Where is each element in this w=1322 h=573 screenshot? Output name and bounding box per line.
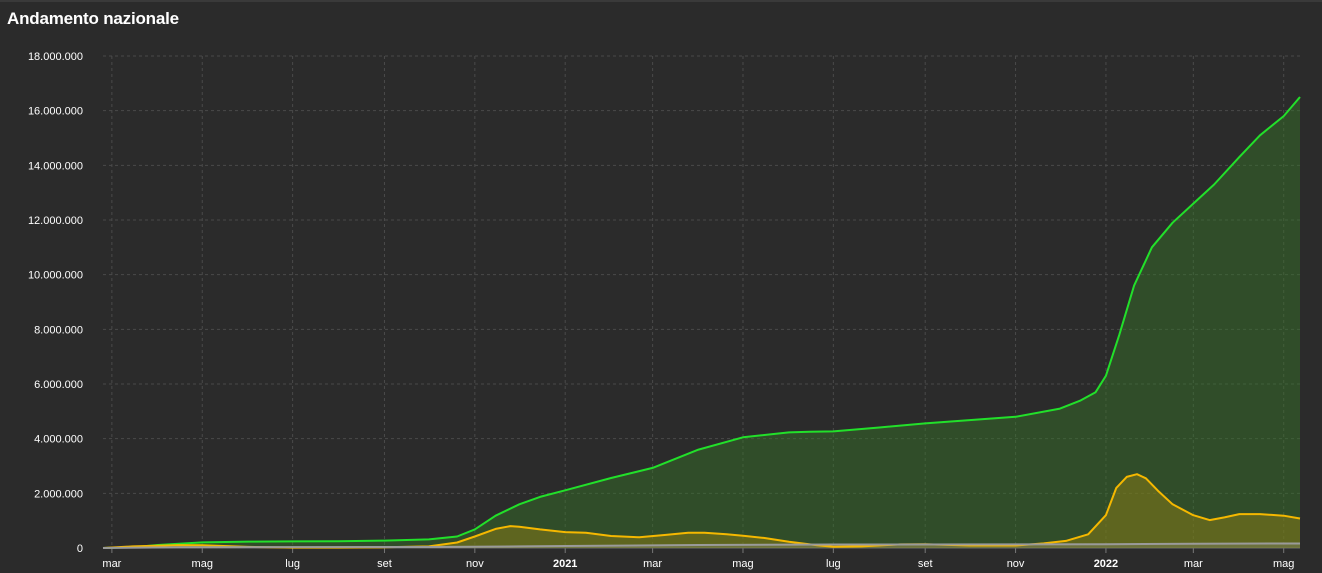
x-tick-label: mag (192, 558, 213, 570)
x-tick-label: lug (285, 558, 300, 570)
x-tick-label: mar (1184, 558, 1203, 570)
series-area-total-cases (103, 97, 1300, 548)
y-tick-label: 2.000.000 (34, 488, 83, 500)
x-tick-label: set (377, 558, 392, 570)
x-tick-label: 2022 (1094, 558, 1118, 570)
x-tick-label: lug (826, 558, 841, 570)
series-line-deaths (102, 542, 1301, 549)
y-tick-label: 0 (77, 543, 83, 555)
x-axis: mar mag lug set nov 2021 mar mag lug set nov 2022 ma… (102, 558, 1294, 570)
y-tick-label: 14.000.000 (28, 160, 83, 172)
y-tick-label: 4.000.000 (34, 434, 83, 446)
x-tick-label: nov (1007, 558, 1025, 570)
y-tick-label: 18.000.000 (28, 51, 83, 63)
x-tick-label: 2021 (553, 558, 577, 570)
chart-title: Andamento nazionale (7, 9, 179, 28)
series-line-active-cases (102, 473, 1301, 549)
x-tick-label: mag (1273, 558, 1294, 570)
series-lines (102, 96, 1301, 549)
y-tick-label: 8.000.000 (34, 324, 83, 336)
series-line-total-cases (102, 96, 1301, 549)
y-axis: 0 2.000.000 4.000.000 6.000.000 8.000.000 10.… (28, 51, 83, 555)
x-tick-label: mar (643, 558, 662, 570)
x-tick-label: set (918, 558, 933, 570)
x-tick-label: nov (466, 558, 484, 570)
series-areas (103, 97, 1300, 548)
y-tick-label: 10.000.000 (28, 270, 83, 282)
x-tick-label: mag (732, 558, 753, 570)
y-tick-label: 12.000.000 (28, 215, 83, 227)
x-tick-label: mar (102, 558, 121, 570)
y-tick-label: 16.000.000 (28, 106, 83, 118)
y-tick-label: 6.000.000 (34, 379, 83, 391)
